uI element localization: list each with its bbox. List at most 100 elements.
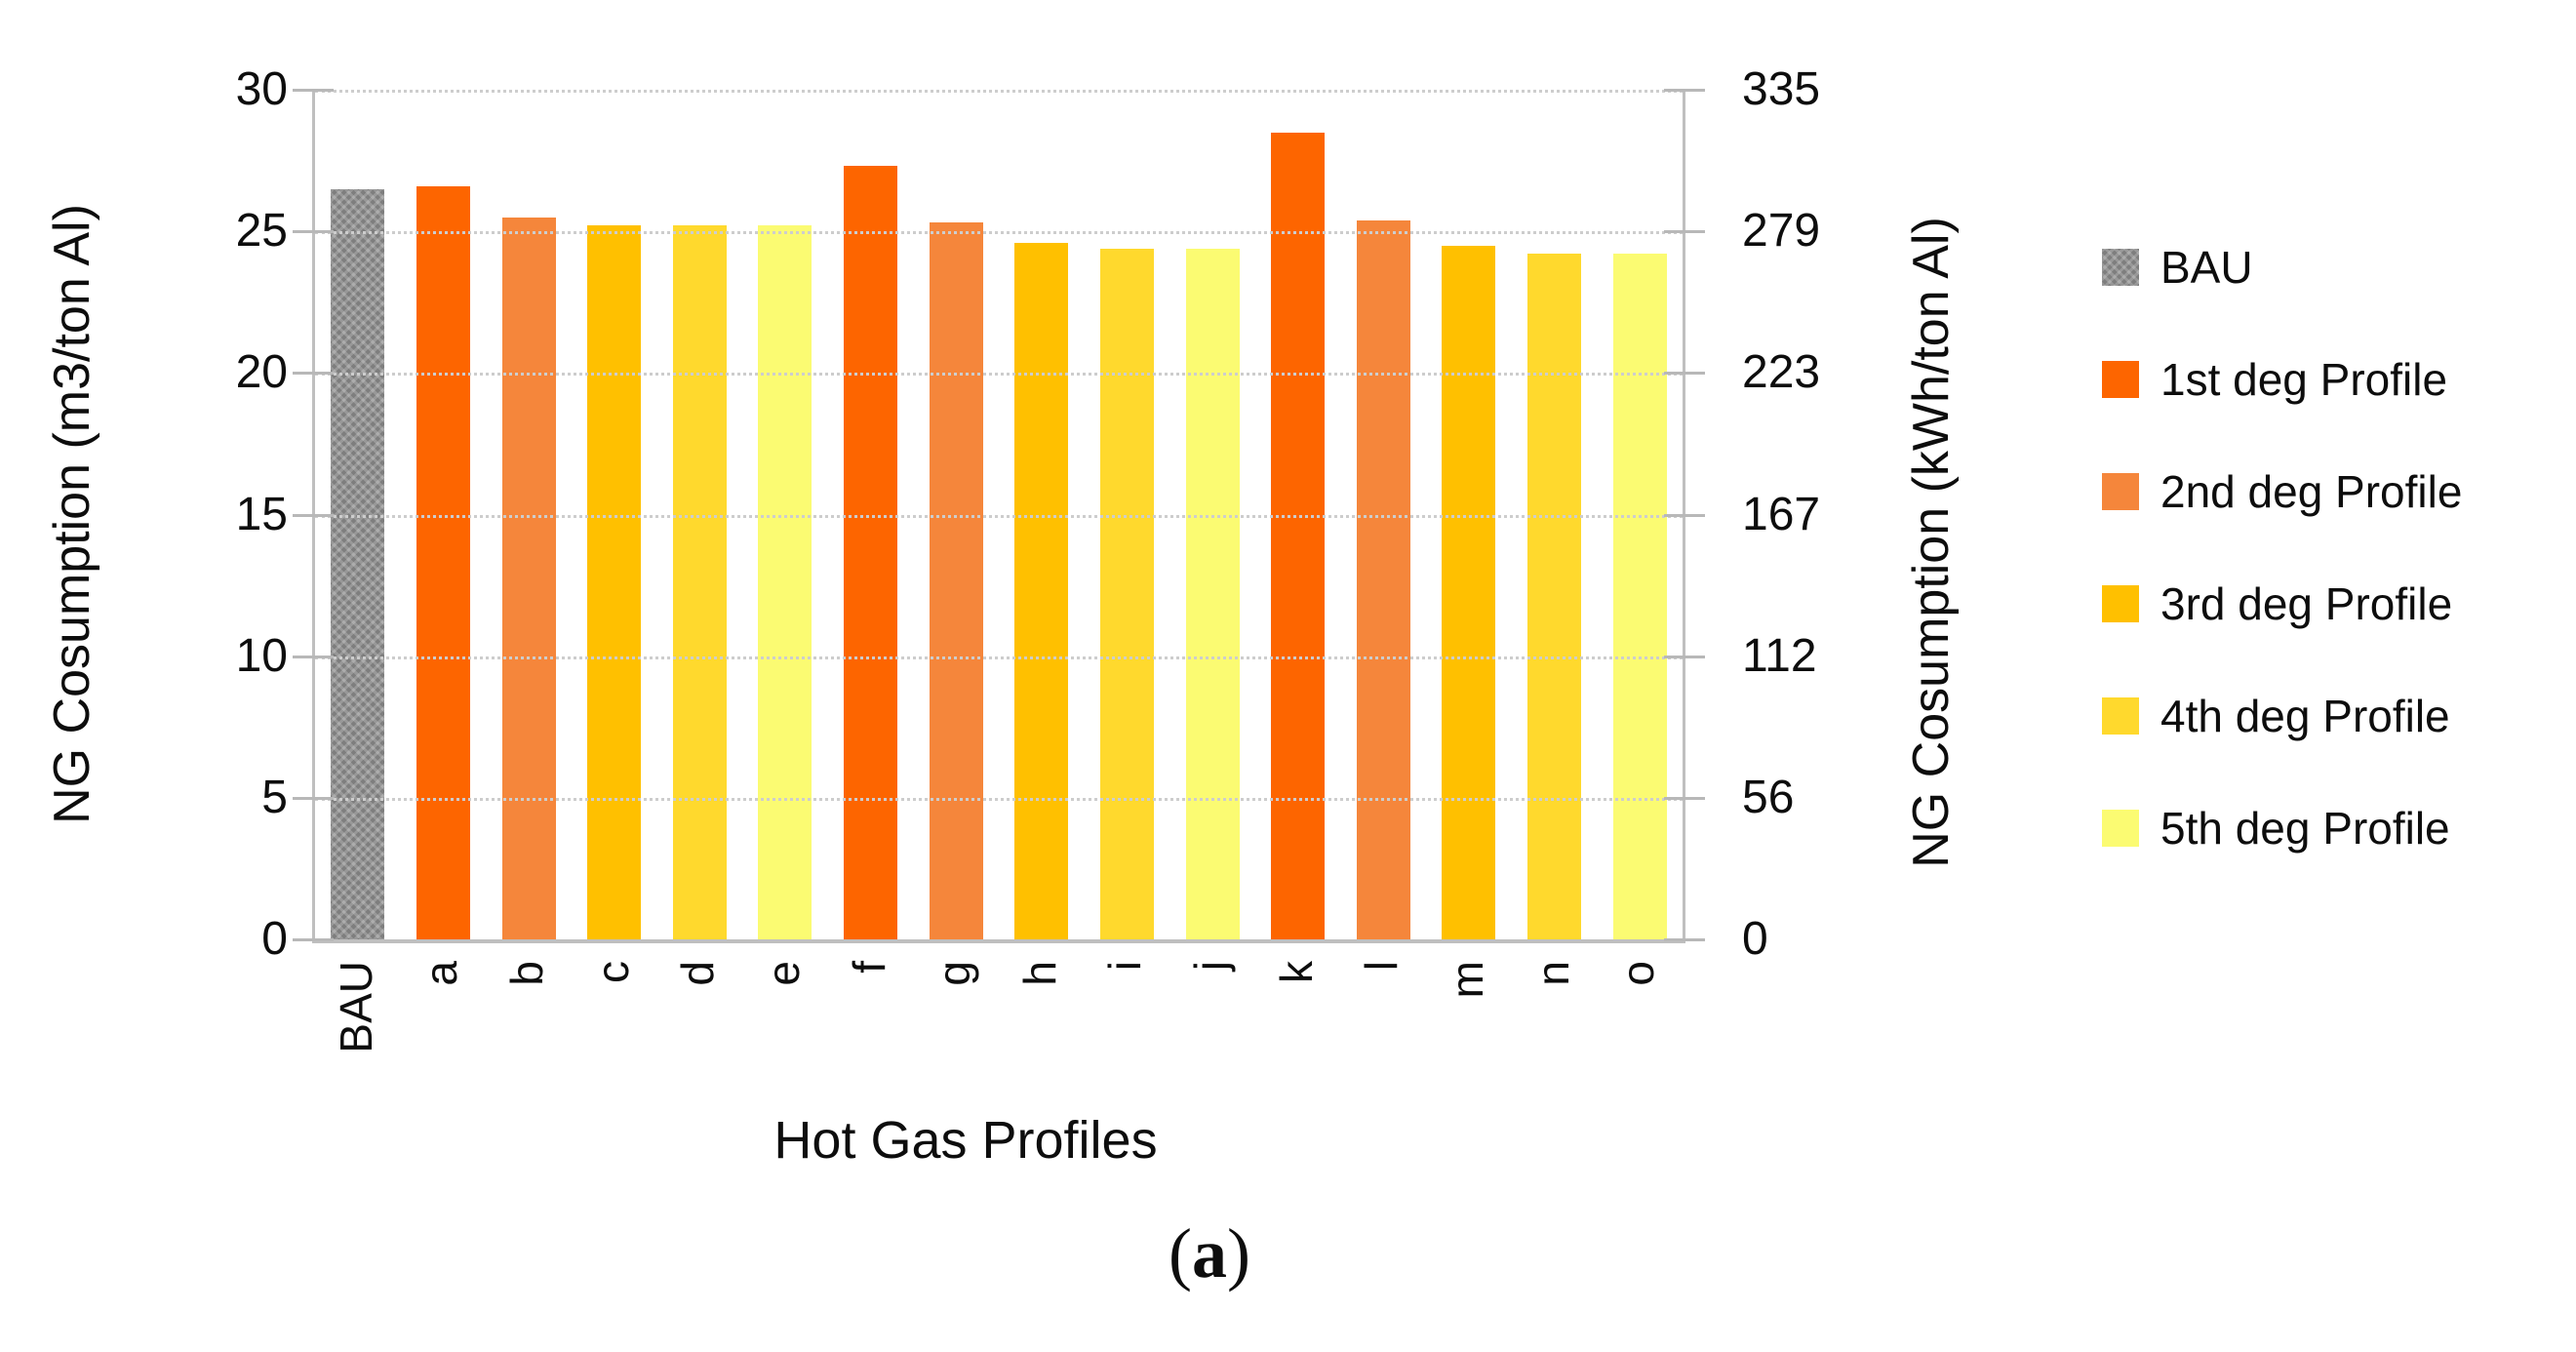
left-axis-tick (293, 938, 334, 941)
caption-close-paren: ) (1227, 1214, 1250, 1292)
gridline (315, 514, 1683, 518)
bar-a (416, 185, 470, 939)
gridline (315, 656, 1683, 659)
x-tick-label-c: c (586, 961, 638, 983)
bar-d (672, 225, 727, 939)
right-y-tick-label: 0 (1742, 913, 1768, 965)
legend-item: 1st deg Profile (2102, 352, 2462, 407)
x-tick-label-BAU: BAU (330, 961, 381, 1054)
bar-slot (315, 90, 401, 939)
left-y-axis-title: NG Cosumption (m3/ton Al) (44, 204, 100, 824)
x-tick-label-f: f (843, 961, 894, 974)
bar-slot (999, 90, 1085, 939)
right-y-tick-label: 335 (1742, 63, 1821, 115)
figure-caption: (a) (1169, 1213, 1250, 1294)
legend-label: BAU (2160, 242, 2253, 293)
bar-slot (401, 90, 487, 939)
legend-label: 4th deg Profile (2160, 691, 2450, 741)
right-axis-tick (1664, 230, 1705, 234)
right-axis-tick (1664, 372, 1705, 376)
bar-BAU (331, 188, 385, 939)
left-axis-tick (293, 372, 334, 376)
x-tick-label-k: k (1270, 961, 1322, 983)
left-y-tick-label: 30 (235, 63, 288, 115)
gridline (315, 90, 1683, 93)
left-axis-tick (293, 513, 334, 517)
left-axis-tick (293, 796, 334, 800)
bar-slot (486, 90, 572, 939)
bar-m (1442, 245, 1496, 939)
left-y-tick-label: 10 (235, 629, 288, 682)
legend-label: 5th deg Profile (2160, 803, 2450, 854)
legend-swatch-icon (2102, 810, 2139, 847)
x-tick-label-e: e (757, 961, 809, 986)
caption-letter: a (1192, 1214, 1227, 1292)
bar-k (1271, 132, 1326, 939)
bar-slot (1085, 90, 1170, 939)
bar-slot (1169, 90, 1255, 939)
legend-swatch-icon (2102, 585, 2139, 622)
bar-slot (1255, 90, 1341, 939)
bar-slot (742, 90, 828, 939)
bar-slot (657, 90, 743, 939)
x-tick-label-j: j (1185, 961, 1237, 972)
right-axis-tick (1664, 89, 1705, 92)
bar-f (844, 166, 898, 939)
x-tick-label-i: i (1099, 961, 1151, 972)
legend-item: 5th deg Profile (2102, 801, 2462, 855)
bar-e (758, 225, 812, 939)
right-y-tick-label: 167 (1742, 488, 1821, 540)
left-axis-tick (293, 89, 334, 92)
x-tick-label-a: a (416, 961, 467, 986)
legend: BAU 1st deg Profile 2nd deg Profile 3rd deg… (2102, 240, 2462, 913)
x-axis-title: Hot Gas Profiles (773, 1111, 1158, 1170)
bars-container (315, 90, 1683, 939)
gridline (315, 231, 1683, 235)
right-y-tick-label: 112 (1742, 629, 1817, 682)
bar-n (1527, 254, 1582, 939)
gridline (315, 797, 1683, 801)
right-y-axis-title: NG Cosumption (kWh/ton Al) (1903, 217, 1960, 868)
legend-label: 3rd deg Profile (2160, 578, 2453, 629)
left-y-tick-label: 5 (261, 771, 288, 823)
left-y-tick-label: 20 (235, 346, 288, 399)
left-axis-tick (293, 655, 334, 658)
bar-i (1099, 248, 1154, 939)
left-y-tick-label: 15 (235, 488, 288, 540)
x-tick-label-d: d (672, 961, 724, 986)
right-axis-tick (1664, 655, 1705, 658)
legend-swatch-icon (2102, 361, 2139, 398)
left-y-tick-label: 25 (235, 205, 288, 258)
bar-o (1612, 254, 1667, 939)
bar-c (587, 225, 642, 939)
x-tick-label-n: n (1526, 961, 1578, 986)
left-y-tick-label: 0 (261, 913, 288, 965)
legend-item: 2nd deg Profile (2102, 464, 2462, 519)
legend-swatch-icon (2102, 473, 2139, 510)
x-tick-label-h: h (1013, 961, 1065, 986)
bar-h (1014, 242, 1069, 939)
legend-swatch-icon (2102, 697, 2139, 735)
x-tick-label-g: g (929, 961, 980, 986)
right-y-tick-label: 279 (1742, 205, 1821, 258)
gridline (315, 373, 1683, 377)
bar-slot (1597, 90, 1683, 939)
caption-open-paren: ( (1169, 1214, 1192, 1292)
x-tick-label-m: m (1441, 961, 1492, 999)
plot-area (293, 89, 1705, 943)
x-tick-label-l: l (1356, 961, 1407, 972)
bar-slot (828, 90, 914, 939)
bar-slot (1512, 90, 1598, 939)
right-y-tick-label: 223 (1742, 346, 1821, 399)
bar-slot (572, 90, 657, 939)
bar-g (929, 222, 983, 939)
legend-item: BAU (2102, 240, 2462, 295)
bar-slot (1426, 90, 1512, 939)
x-tick-label-b: b (501, 961, 553, 986)
bar-j (1185, 248, 1240, 939)
bar-slot (913, 90, 999, 939)
right-y-tick-label: 56 (1742, 771, 1795, 823)
bar-b (501, 217, 556, 939)
legend-swatch-icon (2102, 249, 2139, 286)
